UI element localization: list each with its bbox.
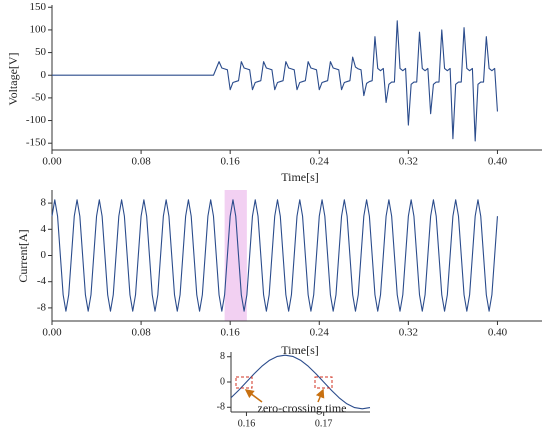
data-line xyxy=(230,354,371,410)
arrow xyxy=(244,389,263,403)
y-tick-label: 8 xyxy=(41,197,47,209)
y-tick-label: 50 xyxy=(35,46,47,58)
zero-crossing-box xyxy=(314,376,333,389)
y-tick-label: 0 xyxy=(41,249,47,261)
y-tick-label: -8 xyxy=(217,402,225,413)
x-tick-label: 0.16 xyxy=(238,418,256,429)
x-axis-label: Time[s] xyxy=(281,170,319,184)
x-tick-label: 0.24 xyxy=(310,156,330,168)
data-line xyxy=(51,199,498,312)
y-tick-label: 8 xyxy=(220,351,225,362)
y-tick-label: -8 xyxy=(37,301,47,313)
y-tick-label: 150 xyxy=(30,1,47,13)
y-tick-label: 4 xyxy=(41,223,47,235)
x-tick-label: 0.16 xyxy=(221,327,241,339)
x-axis-label: Time[s] xyxy=(281,343,319,357)
highlight-band xyxy=(224,190,247,321)
x-tick-label: 0.17 xyxy=(315,418,333,429)
y-tick-label: -100 xyxy=(26,114,47,126)
x-tick-label: 0.00 xyxy=(42,156,62,168)
x-tick-label: 0.08 xyxy=(131,327,151,339)
x-tick-label: 0.00 xyxy=(42,327,62,339)
data-line xyxy=(52,20,498,142)
layers: 150 100 50 0 -50 -100 -150 0.00 0.08 0.16 0.24 0.32… xyxy=(26,1,542,429)
y-axis-label: Current[A] xyxy=(16,229,30,282)
y-axis-label: Voltage[V] xyxy=(6,52,20,105)
x-tick-label: 0.08 xyxy=(131,156,151,168)
arrow xyxy=(315,388,325,403)
annotation: zero-crossing time xyxy=(258,401,347,415)
x-tick-label: 0.40 xyxy=(488,156,508,168)
zero-crossing-box xyxy=(235,376,253,389)
x-tick-label: 0.16 xyxy=(221,156,241,168)
x-tick-label: 0.40 xyxy=(488,327,508,339)
y-tick-label: -150 xyxy=(26,137,47,149)
x-tick-label: 0.32 xyxy=(399,327,418,339)
x-tick-label: 0.24 xyxy=(310,327,330,339)
x-tick-label: 0.32 xyxy=(399,156,418,168)
y-tick-label: -4 xyxy=(37,275,47,287)
y-tick-label: 0 xyxy=(41,69,47,81)
y-tick-label: 100 xyxy=(30,23,47,35)
y-tick-label: 0 xyxy=(220,376,225,387)
y-tick-label: -50 xyxy=(31,91,46,103)
